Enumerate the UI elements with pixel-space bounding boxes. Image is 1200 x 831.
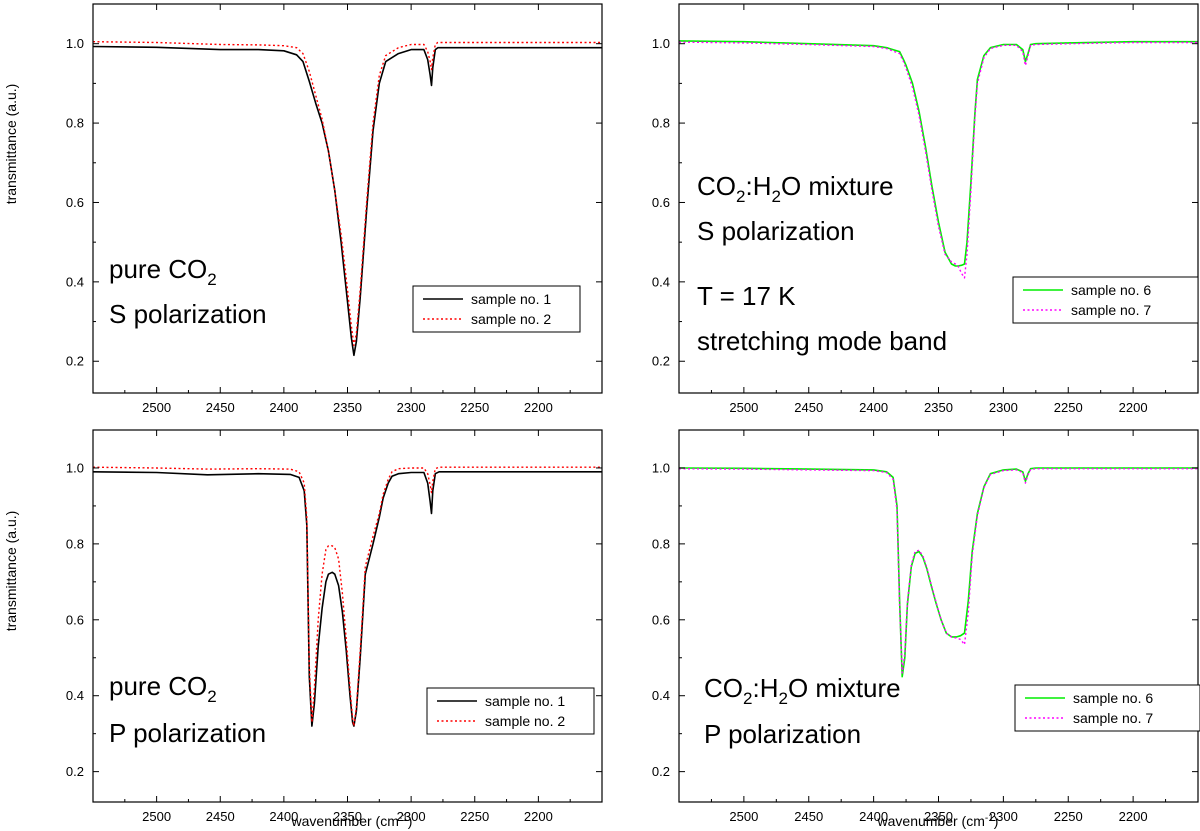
x-tick-label: 2250 (1054, 809, 1083, 824)
legend-box (1014, 684, 1200, 732)
legend: sample no. 1 sample no. 2 (426, 687, 595, 735)
x-tick-label: 2500 (729, 809, 758, 824)
annotation-1: CO2:H2O mixture (704, 673, 901, 708)
y-tick-label: 0.6 (652, 612, 670, 627)
legend-label: sample no. 2 (471, 311, 551, 327)
x-tick-label: 2300 (989, 809, 1018, 824)
annotation-2: S polarization (109, 299, 267, 329)
chart-panel-1: 2500 2450 2400 2350 2300 2250 2200 0.2 0.4 0.6 0.8… (66, 3, 603, 415)
annotation-1: pure CO2 (109, 671, 217, 706)
x-tick-label: 2200 (524, 809, 553, 824)
series-line-2 (93, 466, 602, 727)
legend-box (1012, 276, 1199, 324)
legend-label: sample no. 7 (1073, 710, 1153, 726)
series-line-1 (679, 40, 1198, 267)
chart-panel-2: 2500 2450 2400 2350 2300 2250 2200 0.2 0.4 0.6 0.8… (652, 3, 1199, 415)
x-tick-label: 2300 (989, 400, 1018, 415)
legend: sample no. 6 sample no. 7 (1012, 276, 1199, 324)
y-tick-label: 0.4 (652, 274, 670, 289)
x-tick-label: 2350 (924, 809, 953, 824)
y-tick-label: 1.0 (66, 36, 84, 51)
x-tick-label: 2400 (859, 400, 888, 415)
x-tick-label: 2500 (142, 809, 171, 824)
chart-panel-3: 2500 2450 2400 2350 2300 2250 2200 0.2 0.4 0.6 0.8… (66, 429, 603, 824)
x-tick-label: 2250 (460, 400, 489, 415)
x-tick-label: 2200 (524, 400, 553, 415)
y-tick-label: 0.6 (66, 195, 84, 210)
y-axis-title-top: transmittance (a.u.) (3, 84, 19, 205)
legend-box (412, 285, 581, 333)
plot-frame (92, 3, 603, 394)
y-tick-label: 0.8 (652, 536, 670, 551)
annotation-2: S polarization (697, 216, 855, 246)
legend: sample no. 1 sample no. 2 (412, 285, 581, 333)
x-tick-label: 2500 (729, 400, 758, 415)
chart-panel-4: 2500 2450 2400 2350 2300 2250 2200 0.2 0.4 0.6 0.8… (652, 429, 1200, 824)
x-axis-title-right: wavenumber (cm-1) (877, 813, 999, 830)
series-line-2 (679, 41, 1198, 279)
y-axis-title-bottom: transmittance (a.u.) (3, 511, 19, 632)
annotation-4: stretching mode band (697, 326, 947, 356)
y-tick-label: 0.8 (66, 116, 84, 131)
series-line-2 (679, 468, 1198, 674)
legend: sample no. 6 sample no. 7 (1014, 684, 1200, 732)
x-tick-label: 2300 (397, 809, 426, 824)
x-tick-label: 2300 (397, 400, 426, 415)
legend-box (426, 687, 595, 735)
y-tick-label: 0.4 (66, 688, 84, 703)
x-axis-titles: wavenumber (cm-1) wavenumber (cm-1) (291, 813, 999, 830)
legend-label: sample no. 1 (471, 291, 551, 307)
x-tick-label: 2250 (1054, 400, 1083, 415)
annotation-2: P polarization (109, 718, 266, 748)
x-tick-label: 2450 (206, 809, 235, 824)
x-axis-title-left: wavenumber (cm-1) (291, 813, 413, 830)
y-tick-label: 0.2 (66, 354, 84, 369)
y-tick-label: 0.6 (66, 612, 84, 627)
y-tick-label: 1.0 (652, 460, 670, 475)
y-tick-label: 1.0 (66, 460, 84, 475)
y-tick-label: 0.8 (66, 536, 84, 551)
y-tick-label: 0.2 (652, 764, 670, 779)
x-tick-label: 2250 (460, 809, 489, 824)
series-line-1 (93, 45, 602, 357)
y-tick-label: 0.6 (652, 195, 670, 210)
panels: 2500 2450 2400 2350 2300 2250 2200 0.2 0.4 0.6 0.8… (66, 3, 1200, 824)
y-tick-label: 1.0 (652, 36, 670, 51)
annotation-3: T = 17 K (697, 281, 796, 311)
x-tick-label: 2200 (1119, 809, 1148, 824)
annotation-1: CO2:H2O mixture (697, 171, 894, 206)
x-tick-label: 2350 (333, 400, 362, 415)
y-tick-label: 0.4 (652, 688, 670, 703)
x-tick-label: 2500 (142, 400, 171, 415)
legend-label: sample no. 6 (1071, 282, 1151, 298)
y-tick-label: 0.2 (652, 354, 670, 369)
x-tick-label: 2450 (794, 400, 823, 415)
y-tick-label: 0.2 (66, 764, 84, 779)
legend-label: sample no. 2 (485, 713, 565, 729)
x-tick-label: 2350 (333, 809, 362, 824)
y-axis-titles: transmittance (a.u.) transmittance (a.u.… (3, 84, 19, 632)
annotation-2: P polarization (704, 719, 861, 749)
y-tick-label: 0.4 (66, 274, 84, 289)
series-line-1 (679, 467, 1198, 678)
x-tick-label: 2200 (1119, 400, 1148, 415)
legend-label: sample no. 7 (1071, 302, 1151, 318)
x-tick-label: 2400 (269, 400, 298, 415)
x-tick-label: 2350 (924, 400, 953, 415)
y-tick-label: 0.8 (652, 116, 670, 131)
x-tick-label: 2450 (206, 400, 235, 415)
x-tick-label: 2450 (794, 809, 823, 824)
legend-label: sample no. 6 (1073, 690, 1153, 706)
x-tick-label: 2400 (859, 809, 888, 824)
x-tick-label: 2400 (269, 809, 298, 824)
legend-label: sample no. 1 (485, 693, 565, 709)
annotation-1: pure CO2 (109, 254, 217, 289)
